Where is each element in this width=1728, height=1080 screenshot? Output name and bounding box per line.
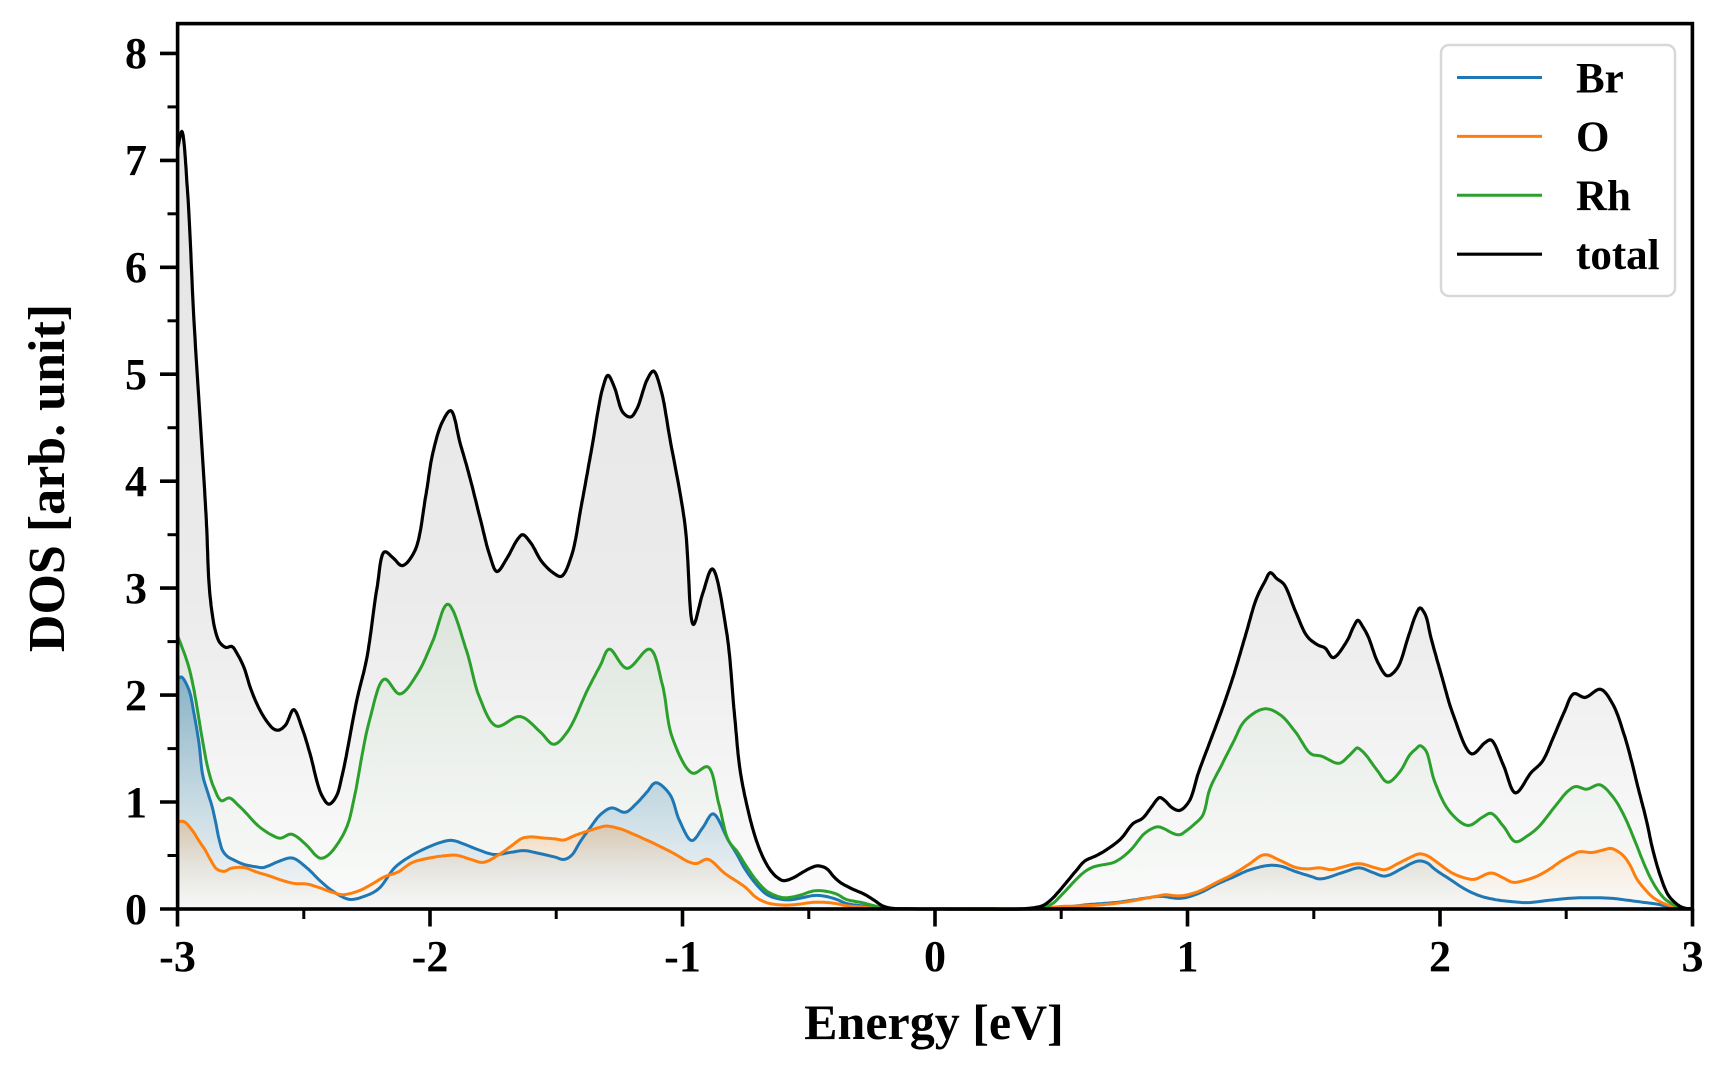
svg-text:-2: -2 — [412, 932, 449, 981]
svg-text:-1: -1 — [664, 932, 701, 981]
svg-text:Energy [eV]: Energy [eV] — [804, 994, 1064, 1050]
svg-text:3: 3 — [1682, 932, 1704, 981]
svg-text:8: 8 — [125, 29, 147, 78]
svg-text:7: 7 — [125, 136, 147, 185]
svg-text:Rh: Rh — [1576, 173, 1631, 220]
svg-text:O: O — [1576, 114, 1609, 161]
svg-text:5: 5 — [125, 350, 147, 399]
svg-text:Br: Br — [1576, 55, 1624, 102]
svg-text:total: total — [1576, 232, 1660, 279]
svg-text:1: 1 — [1177, 932, 1199, 981]
svg-text:-3: -3 — [159, 932, 196, 981]
svg-text:0: 0 — [125, 885, 147, 934]
svg-text:2: 2 — [1429, 932, 1451, 981]
svg-text:3: 3 — [125, 564, 147, 613]
svg-text:DOS [arb. unit]: DOS [arb. unit] — [19, 304, 76, 652]
svg-text:0: 0 — [924, 932, 946, 981]
svg-text:6: 6 — [125, 243, 147, 292]
svg-text:1: 1 — [125, 778, 147, 827]
svg-text:2: 2 — [125, 671, 147, 720]
svg-text:4: 4 — [125, 457, 147, 506]
